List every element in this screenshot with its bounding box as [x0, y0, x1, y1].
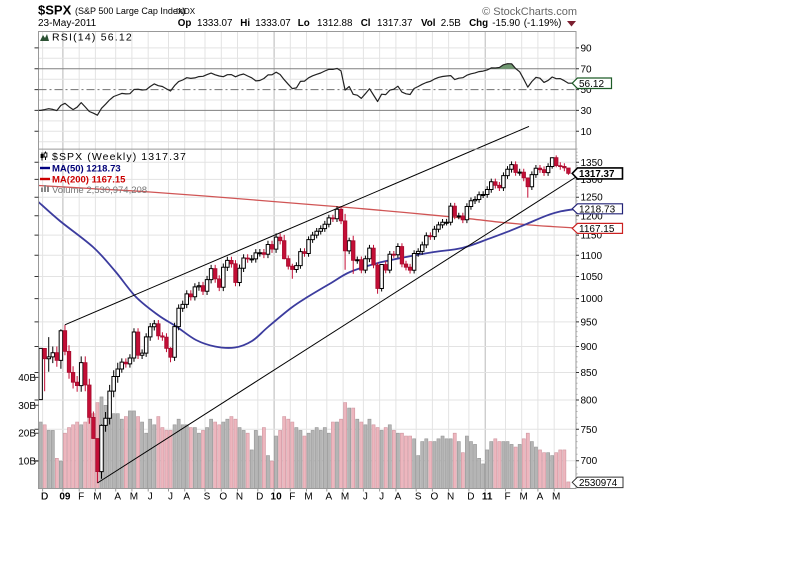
svg-text:$SPX: $SPX: [38, 3, 72, 18]
svg-text:30B: 30B: [18, 401, 36, 412]
svg-text:1317.37: 1317.37: [579, 169, 615, 180]
svg-text:J: J: [379, 491, 384, 502]
svg-text:56.12: 56.12: [579, 79, 604, 90]
svg-text:F: F: [289, 491, 295, 502]
svg-text:23-May-2011: 23-May-2011: [38, 18, 97, 29]
svg-text:O: O: [219, 491, 227, 502]
svg-text:M: M: [552, 491, 560, 502]
svg-text:10: 10: [271, 491, 283, 502]
svg-text:900: 900: [581, 342, 598, 353]
svg-text:INDX: INDX: [176, 7, 196, 16]
svg-text:1200: 1200: [581, 211, 604, 222]
svg-text:1300: 1300: [581, 175, 604, 186]
svg-text:J: J: [363, 491, 368, 502]
svg-text:2530974: 2530974: [579, 478, 618, 489]
svg-text:O: O: [431, 491, 439, 502]
svg-text:D: D: [41, 491, 48, 502]
svg-text:800: 800: [581, 396, 598, 407]
svg-text:1000: 1000: [581, 294, 604, 305]
svg-text:N: N: [236, 491, 243, 502]
svg-text:1167.15: 1167.15: [579, 224, 615, 235]
svg-text:F: F: [78, 491, 84, 502]
svg-text:20B: 20B: [18, 429, 36, 440]
svg-text:J: J: [168, 491, 173, 502]
svg-text:$SPX (Weekly) 1317.37: $SPX (Weekly) 1317.37: [52, 151, 187, 163]
svg-text:750: 750: [581, 425, 598, 436]
svg-text:A: A: [325, 491, 332, 502]
svg-text:M: M: [304, 491, 312, 502]
svg-text:1050: 1050: [581, 272, 604, 283]
svg-text:Volume 2,530,974,208: Volume 2,530,974,208: [52, 185, 147, 196]
svg-text:1150: 1150: [581, 231, 603, 242]
svg-text:MA(200) 1167.15: MA(200) 1167.15: [52, 174, 126, 185]
svg-text:D: D: [467, 491, 474, 502]
svg-text:40B: 40B: [18, 373, 36, 384]
svg-text:F: F: [504, 491, 510, 502]
svg-text:A: A: [395, 491, 402, 502]
svg-text:© StockCharts.com: © StockCharts.com: [482, 6, 577, 18]
svg-text:1350: 1350: [581, 158, 604, 169]
svg-text:700: 700: [581, 456, 598, 467]
svg-text:950: 950: [581, 317, 598, 328]
svg-text:M: M: [520, 491, 528, 502]
svg-text:RSI(14) 56.12: RSI(14) 56.12: [52, 32, 133, 44]
svg-text:A: A: [183, 491, 190, 502]
svg-text:10: 10: [581, 127, 593, 138]
svg-text:50: 50: [581, 85, 593, 96]
svg-text:90: 90: [581, 43, 593, 54]
svg-text:D: D: [41, 491, 48, 502]
svg-text:J: J: [148, 491, 153, 502]
svg-text:11: 11: [482, 491, 493, 502]
svg-text:30: 30: [581, 106, 593, 117]
svg-text:850: 850: [581, 368, 598, 379]
svg-text:1100: 1100: [581, 251, 603, 262]
svg-text:M: M: [93, 491, 101, 502]
svg-text:1250: 1250: [581, 193, 604, 204]
svg-text:D: D: [256, 491, 263, 502]
svg-text:(S&P 500 Large Cap Index): (S&P 500 Large Cap Index): [75, 6, 185, 16]
svg-text:M: M: [341, 491, 349, 502]
svg-text:70: 70: [581, 64, 593, 75]
svg-text:10B: 10B: [18, 457, 36, 468]
svg-text:1218.73: 1218.73: [579, 204, 616, 215]
svg-text:A: A: [114, 491, 121, 502]
svg-text:S: S: [204, 491, 211, 502]
svg-text:A: A: [537, 491, 544, 502]
svg-text:S: S: [415, 491, 422, 502]
svg-text:M: M: [130, 491, 138, 502]
svg-text:MA(50) 1218.73: MA(50) 1218.73: [52, 164, 121, 175]
svg-text:09: 09: [59, 491, 71, 502]
svg-text:N: N: [447, 491, 454, 502]
